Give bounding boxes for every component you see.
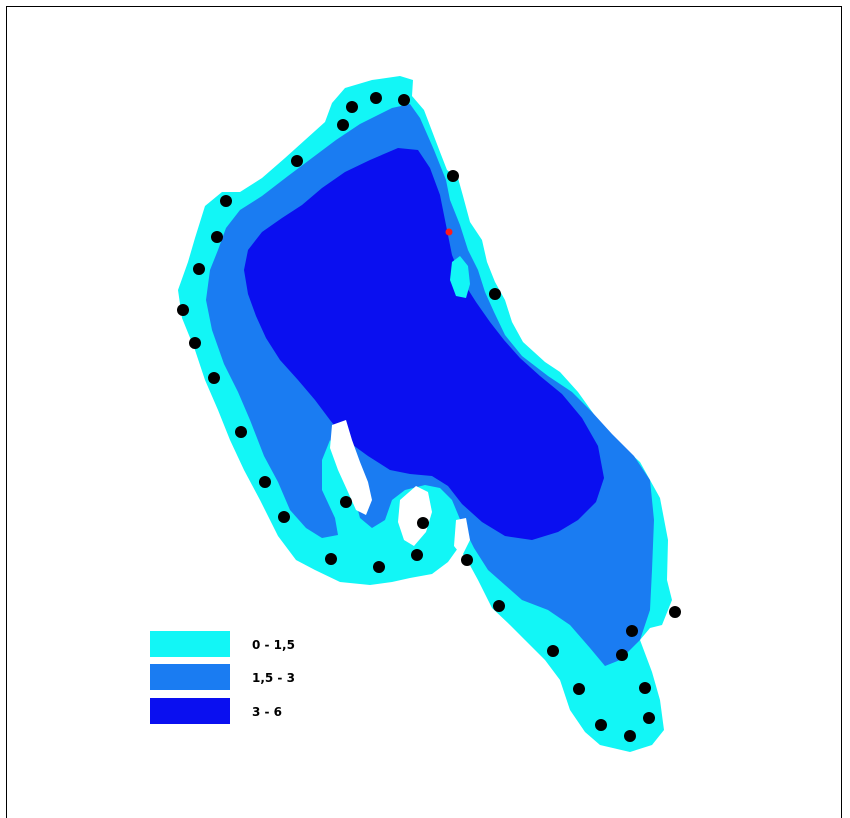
sample-point bbox=[669, 606, 681, 618]
sample-point bbox=[259, 476, 271, 488]
sample-point bbox=[220, 195, 232, 207]
sample-point bbox=[398, 94, 410, 106]
sample-point bbox=[411, 549, 423, 561]
legend-swatch-deep bbox=[150, 698, 230, 724]
sample-point bbox=[626, 625, 638, 637]
sample-point bbox=[177, 304, 189, 316]
sample-point bbox=[639, 682, 651, 694]
land-bay-south bbox=[398, 486, 432, 546]
land-bay-west bbox=[330, 420, 372, 515]
land-inlet bbox=[454, 518, 470, 556]
sample-point bbox=[624, 730, 636, 742]
sample-point bbox=[417, 517, 429, 529]
red-marker bbox=[445, 228, 453, 236]
sample-point bbox=[595, 719, 607, 731]
sample-point bbox=[340, 496, 352, 508]
legend-label-shallow: 0 - 1,5 bbox=[252, 638, 295, 652]
sample-point bbox=[461, 554, 473, 566]
legend-swatch-shallow bbox=[150, 631, 230, 657]
sample-point bbox=[573, 683, 585, 695]
island-patch bbox=[450, 256, 470, 298]
sample-point bbox=[370, 92, 382, 104]
sample-point bbox=[278, 511, 290, 523]
sample-point bbox=[489, 288, 501, 300]
sample-point bbox=[193, 263, 205, 275]
depth-zone-deep bbox=[244, 148, 604, 540]
sample-point bbox=[547, 645, 559, 657]
sample-point bbox=[493, 600, 505, 612]
sample-point bbox=[643, 712, 655, 724]
sample-point bbox=[189, 337, 201, 349]
sample-point bbox=[373, 561, 385, 573]
sample-points bbox=[177, 92, 681, 742]
sample-point bbox=[337, 119, 349, 131]
sample-point bbox=[211, 231, 223, 243]
legend-swatch-mid bbox=[150, 664, 230, 690]
sample-point bbox=[325, 553, 337, 565]
legend-label-mid: 1,5 - 3 bbox=[252, 671, 295, 685]
sample-point bbox=[291, 155, 303, 167]
legend: 0 - 1,5 1,5 - 3 3 - 6 bbox=[150, 631, 295, 724]
sample-point bbox=[346, 101, 358, 113]
sample-point bbox=[447, 170, 459, 182]
sample-point bbox=[208, 372, 220, 384]
sample-point bbox=[235, 426, 247, 438]
legend-label-deep: 3 - 6 bbox=[252, 705, 282, 719]
sample-point bbox=[616, 649, 628, 661]
